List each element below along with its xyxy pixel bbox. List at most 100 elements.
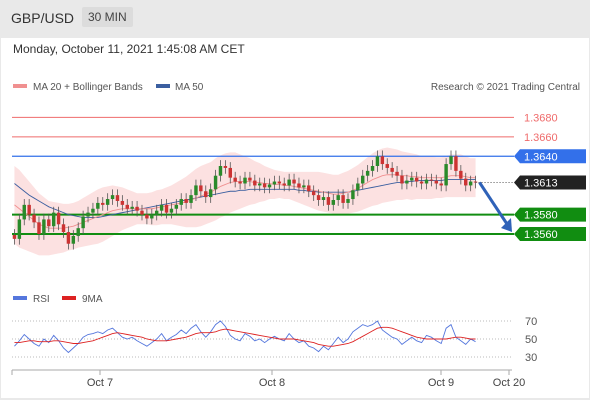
candle-body (233, 177, 237, 182)
ma50-legend-label: MA 50 (175, 82, 204, 93)
candle-body (243, 177, 247, 184)
candle-body (56, 212, 61, 225)
candle-body (204, 191, 208, 198)
candle-body (164, 204, 169, 213)
candle-body (370, 166, 375, 171)
candle-body (140, 210, 144, 215)
candle-body (179, 199, 183, 205)
candle-body (174, 204, 179, 209)
candle-body (405, 180, 409, 184)
candle-body (302, 185, 306, 188)
candle-body (248, 177, 252, 181)
candle-body (287, 179, 291, 186)
rsi-ma-legend-swatch (62, 296, 76, 300)
candle-body (42, 219, 46, 234)
projection-arrow-shaft (478, 181, 509, 225)
candle-body (385, 164, 389, 168)
candle-body (361, 175, 365, 184)
timeframe-badge[interactable]: 30 MIN (82, 7, 133, 27)
rsi-line (14, 320, 476, 354)
support-tag (514, 207, 586, 222)
rsi-ma-line (14, 326, 476, 347)
support-tag (514, 227, 586, 241)
candle-body (27, 204, 31, 215)
last-price-tag (514, 175, 586, 190)
candle-body (434, 180, 439, 184)
candle-body (459, 170, 463, 179)
rsi-tick-label: 50 (525, 334, 537, 346)
candle-body (292, 179, 296, 184)
candle-body (277, 181, 282, 184)
candle-body (145, 214, 149, 219)
candle-body (130, 206, 134, 209)
candle-body (169, 208, 174, 213)
candle-body (390, 167, 394, 172)
candle-body (47, 219, 51, 227)
candle-body (125, 204, 129, 209)
rsi-tick-label: 70 (525, 316, 537, 328)
chart-header: GBP/USD 30 MIN (0, 0, 590, 38)
candle-body (66, 232, 71, 244)
candle-body (346, 199, 350, 203)
candle-body (199, 185, 203, 192)
candle-body (272, 181, 277, 185)
candle-body (375, 156, 380, 166)
candle-body (115, 195, 120, 201)
candle-body (400, 175, 404, 184)
candle-body (429, 179, 434, 181)
resistance-label: 1.3660 (524, 132, 558, 144)
candle-body (414, 177, 419, 182)
candle-body (37, 222, 41, 234)
bollinger-band (14, 147, 476, 256)
candle-body (464, 178, 468, 186)
candle-body (331, 200, 336, 205)
candle-body (228, 167, 233, 178)
rsi-tick-label: 30 (525, 352, 537, 364)
candle-body (439, 183, 443, 186)
candle-body (189, 195, 193, 203)
candle-body (262, 183, 267, 188)
candle-body (311, 191, 316, 196)
candle-body (307, 185, 311, 192)
support-label: 1.3580 (524, 210, 558, 222)
candle-body (61, 224, 66, 233)
candle-body (86, 212, 90, 217)
candle-body (184, 199, 188, 203)
candle-body (380, 156, 385, 165)
price-layer: 1.3680 1.3660 1.3640 1.3580 1.3560 1.3613 (12, 112, 586, 256)
candle-body (454, 156, 458, 171)
x-axis: Oct 7 Oct 8 Oct 9 Oct 20 (11, 369, 525, 389)
candle-body (135, 206, 139, 211)
candle-body (395, 171, 399, 176)
candle-body (150, 214, 154, 219)
last-price-label: 1.3613 (524, 178, 558, 190)
candle-body (218, 166, 223, 176)
candle-body (253, 180, 257, 186)
candle-body (120, 200, 125, 205)
watermark: Research © 2021 Trading Central (431, 82, 580, 93)
candle-body (282, 183, 286, 186)
candle-body (365, 170, 370, 176)
candle-body (257, 183, 262, 186)
candle-body (449, 156, 453, 165)
rsi-legend-swatch (13, 296, 27, 300)
candle-body (81, 216, 85, 229)
candle-body (444, 164, 448, 186)
candle-body (159, 204, 164, 211)
support-label: 1.3560 (524, 229, 558, 241)
candle-body (194, 185, 198, 196)
ma20-legend-swatch (13, 84, 27, 88)
candle-body (110, 195, 115, 200)
candle-body (91, 208, 95, 213)
candle-body (356, 183, 360, 191)
projection-arrowhead (501, 218, 512, 232)
x-tick-label: Oct 9 (428, 377, 454, 389)
candle-body (76, 228, 80, 236)
candle-body (96, 202, 100, 209)
candle-body (17, 219, 22, 239)
candle-body (105, 199, 110, 205)
candle-body (336, 195, 340, 200)
symbol-label: GBP/USD (11, 10, 75, 26)
